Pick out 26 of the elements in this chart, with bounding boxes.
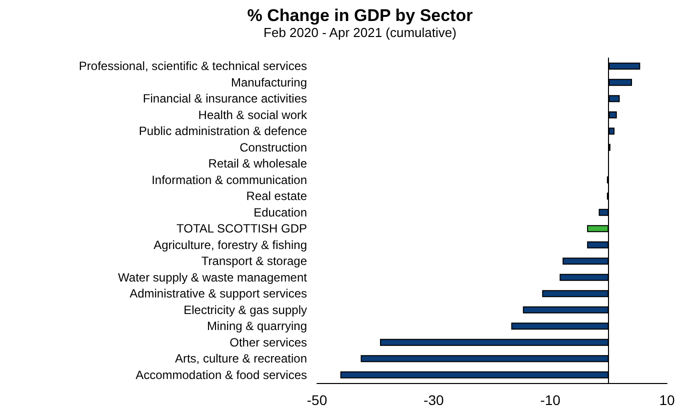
y-tick-label: Mining & quarrying bbox=[206, 319, 307, 334]
y-tick-label: Real estate bbox=[246, 189, 308, 204]
y-tick-label: Agriculture, forestry & fishing bbox=[154, 238, 307, 252]
y-tick-label: Arts, culture & recreation bbox=[174, 352, 307, 366]
y-tick-label: Administrative & support services bbox=[130, 286, 307, 301]
x-tick-label: -10 bbox=[540, 392, 561, 408]
y-tick-label: Construction bbox=[240, 140, 307, 154]
y-tick-label: Other services bbox=[230, 335, 307, 350]
y-tick-label: Education bbox=[254, 205, 307, 220]
y-tick-label: Manufacturing bbox=[230, 75, 307, 90]
y-tick-label: Professional, scientific & technical services bbox=[78, 59, 307, 74]
y-tick-label: Financial & insurance activities bbox=[142, 92, 307, 106]
y-tick-label: Water supply & waste management bbox=[118, 270, 308, 284]
x-tick-label: 10 bbox=[659, 392, 675, 408]
x-tick-label: -50 bbox=[306, 392, 328, 408]
chart-title: % Change in GDP by Sector bbox=[247, 6, 474, 25]
y-tick-label: Information & communication bbox=[152, 172, 307, 187]
y-tick-label: Electricity & gas supply bbox=[184, 302, 307, 317]
chart-subtitle: Feb 2020 - Apr 2021 (cumulative) bbox=[264, 25, 456, 40]
x-tick-label: -30 bbox=[424, 392, 444, 408]
y-tick-label: TOTAL SCOTTISH GDP bbox=[176, 222, 307, 236]
y-tick-label: Accommodation & food services bbox=[136, 368, 307, 382]
y-tick-label: Retail & wholesale bbox=[208, 156, 308, 171]
y-tick-label: Health & social work bbox=[198, 108, 308, 122]
y-tick-label: Transport & storage bbox=[201, 254, 308, 268]
y-tick-label: Public administration & defence bbox=[138, 124, 308, 138]
